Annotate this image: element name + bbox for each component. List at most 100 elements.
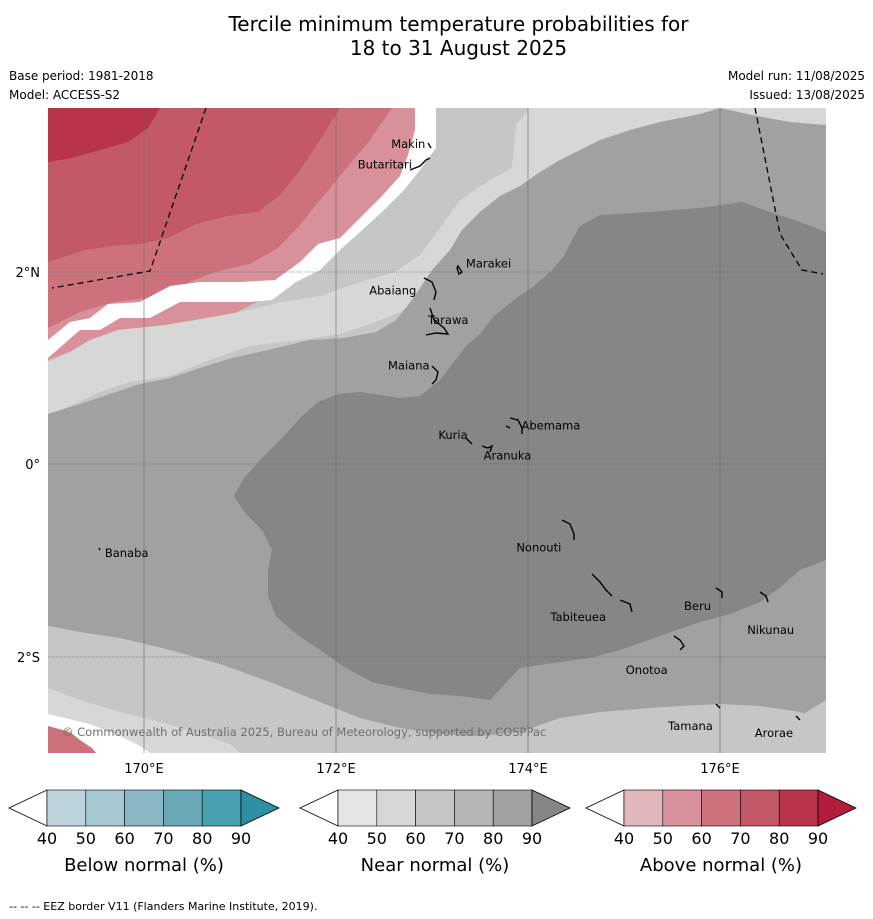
colorbar-0-segment-0 xyxy=(46,789,87,827)
onotoa-outline xyxy=(673,635,685,651)
above-normal-60-band xyxy=(48,108,340,262)
island-label-abaiang: Abaiang xyxy=(369,284,416,298)
marakei-outline xyxy=(456,264,463,276)
kuria-outline xyxy=(465,437,473,445)
colorbar-0-under-extend xyxy=(8,789,48,827)
colorbar-0-over-extend xyxy=(240,789,280,827)
colorbar-0-tick-90: 90 xyxy=(231,829,251,848)
colorbar-2-tick-60: 60 xyxy=(691,829,711,848)
eez-footnote: -- -- -- EEZ border V11 (Flanders Marine… xyxy=(9,900,318,913)
near-normal-40-band xyxy=(48,108,826,415)
island-label-aranuka: Aranuka xyxy=(484,449,532,463)
above-normal-70-band xyxy=(48,108,160,162)
colorbar-0-tick-80: 80 xyxy=(192,829,212,848)
colorbar-0-tick-70: 70 xyxy=(153,829,173,848)
map-title: Tercile minimum temperature probabilitie… xyxy=(0,12,873,60)
makin-outline xyxy=(427,142,432,149)
colorbar-2: 40 50 60 70 80 90 Above normal (%) xyxy=(585,789,857,876)
lon-label-172E: 172°E xyxy=(316,762,356,777)
nikunau-outline xyxy=(759,591,769,603)
colorbar-0-segment-2 xyxy=(124,789,164,827)
colorbar-1-segment-0 xyxy=(337,789,378,827)
colorbar-2-under-extend xyxy=(585,789,625,827)
colorbar-1-segment-3 xyxy=(454,789,494,827)
butaritari-outline xyxy=(409,157,431,171)
tabiteuea-outline xyxy=(591,573,633,613)
island-label-arorae: Arorae xyxy=(755,726,793,740)
colorbar-0-segment-1 xyxy=(85,789,125,827)
meta-right: Model run: 11/08/2025 Issued: 13/08/2025 xyxy=(728,69,865,107)
colorbar-1-segment-1 xyxy=(376,789,416,827)
colorbar-1-tick-80: 80 xyxy=(483,829,503,848)
near-normal-70-band xyxy=(234,202,826,700)
island-label-tamana: Tamana xyxy=(667,719,713,733)
island-label-nonouti: Nonouti xyxy=(516,541,561,555)
title-line-1: Tercile minimum temperature probabilitie… xyxy=(228,12,689,36)
island-label-abemama: Abemama xyxy=(522,418,581,432)
model-name: Model: ACCESS-S2 xyxy=(9,88,121,102)
lon-label-174E: 174°E xyxy=(508,762,548,777)
nonouti-outline xyxy=(561,519,575,540)
eez-border-west xyxy=(51,108,207,289)
island-label-marakei: Marakei xyxy=(466,256,511,270)
abaiang-outline xyxy=(423,277,437,301)
title-line-2: 18 to 31 August 2025 xyxy=(349,36,568,60)
banaba-outline xyxy=(98,547,101,551)
above-normal-south xyxy=(48,726,96,753)
lat-label-2N: 2°N xyxy=(16,266,41,281)
abemama-outline xyxy=(505,417,523,434)
arorae-outline xyxy=(795,715,801,721)
colorbar-2-tick-40: 40 xyxy=(614,829,634,848)
island-label-nikunau: Nikunau xyxy=(747,623,794,637)
base-period: Base period: 1981-2018 xyxy=(9,69,154,83)
colorbar-1-tick-50: 50 xyxy=(367,829,387,848)
colorbar-1-under-extend xyxy=(299,789,339,827)
colorbar-2-tick-90: 90 xyxy=(808,829,828,848)
copyright-notice: © Commonwealth of Australia 2025, Bureau… xyxy=(62,725,546,739)
colorbar-1-over-extend xyxy=(531,789,571,827)
colorbar-legends: 40 50 60 70 80 90 Below normal (%) 40 50 60 70 80 90… xyxy=(8,789,857,876)
meta-left: Base period: 1981-2018 Model: ACCESS-S2 xyxy=(9,69,154,107)
island-label-tabiteuea: Tabiteuea xyxy=(549,610,606,624)
colorbar-2-title: Above normal (%) xyxy=(640,855,802,876)
no-dominant-tercile-gap xyxy=(48,108,436,358)
colorbar-0-segment-3 xyxy=(163,789,203,827)
lon-label-176E: 176°E xyxy=(700,762,740,777)
colorbar-0-segment-4 xyxy=(201,789,242,827)
colorbar-2-segment-2 xyxy=(701,789,741,827)
model-run: Model run: 11/08/2025 xyxy=(727,69,865,83)
colorbar-2-tick-80: 80 xyxy=(769,829,789,848)
maiana-outline xyxy=(431,365,439,385)
colorbar-2-segment-1 xyxy=(662,789,702,827)
colorbar-0-tick-50: 50 xyxy=(76,829,96,848)
eez-border-east xyxy=(754,108,824,275)
map-panel: Makin Butaritari Marakei Abaiang Tarawa Maian… xyxy=(48,108,826,753)
aranuka-outline xyxy=(481,444,494,453)
colorbar-2-tick-50: 50 xyxy=(653,829,673,848)
island-outlines xyxy=(98,142,801,721)
colorbar-1-title: Near normal (%) xyxy=(361,855,510,876)
island-label-onotoa: Onotoa xyxy=(626,663,668,677)
island-label-maiana: Maiana xyxy=(388,358,430,372)
lat-label-2S: 2°S xyxy=(17,651,40,666)
tamana-outline xyxy=(715,703,721,709)
beru-outline xyxy=(715,587,723,598)
colorbar-0: 40 50 60 70 80 90 Below normal (%) xyxy=(8,789,280,876)
lon-label-170E: 170°E xyxy=(124,762,164,777)
colorbar-0-title: Below normal (%) xyxy=(64,855,224,876)
colorbar-0-tick-60: 60 xyxy=(114,829,134,848)
issued-date: Issued: 13/08/2025 xyxy=(749,88,865,102)
colorbar-1-tick-40: 40 xyxy=(328,829,348,848)
tarawa-outline xyxy=(425,307,450,336)
near-normal-40-band-se xyxy=(620,700,826,753)
island-label-tarawa: Tarawa xyxy=(427,313,468,327)
colorbar-0-tick-40: 40 xyxy=(37,829,57,848)
island-label-butaritari: Butaritari xyxy=(358,157,412,171)
island-labels: Makin Butaritari Marakei Abaiang Tarawa Maian… xyxy=(105,137,794,740)
colorbar-2-segment-4 xyxy=(778,789,819,827)
colorbar-2-tick-70: 70 xyxy=(730,829,750,848)
island-label-kuria: Kuria xyxy=(438,428,467,442)
colorbar-1-segment-2 xyxy=(415,789,455,827)
colorbar-1-segment-4 xyxy=(492,789,533,827)
